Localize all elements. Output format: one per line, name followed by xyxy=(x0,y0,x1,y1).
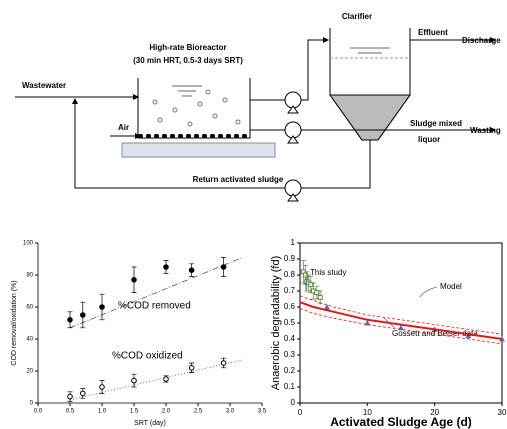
y-tick-label: 0 xyxy=(30,401,34,407)
pumps xyxy=(284,91,302,202)
plot-frame xyxy=(299,242,503,404)
x-tick-label: 2.0 xyxy=(162,409,171,415)
reactor-title: High-rate Bioreactor xyxy=(149,43,226,52)
y-tick-label: 0.7 xyxy=(284,286,296,295)
x-tick-label: 1.0 xyxy=(98,409,107,415)
sludge-label: liquor xyxy=(418,135,440,144)
y-tick-label: 0.8 xyxy=(284,270,296,279)
y-tick-label: 100 xyxy=(23,241,34,247)
x-tick-label: 0 xyxy=(298,408,303,417)
annotation: This study xyxy=(310,268,346,277)
y-tick-label: 1 xyxy=(291,238,296,247)
axes xyxy=(37,243,262,404)
x-axis-label: SRT (day) xyxy=(134,420,166,427)
wastewater-label: Wastewater xyxy=(22,81,66,90)
point xyxy=(220,264,227,270)
point xyxy=(67,317,73,323)
reactor-base xyxy=(121,142,276,158)
water-level xyxy=(172,85,202,97)
x-tick-label: 30 xyxy=(498,408,507,417)
return-line xyxy=(75,99,371,189)
point xyxy=(323,304,330,310)
wasting-label: Wasting xyxy=(470,126,501,135)
reactor-subtitle: (30 min HRT, 0.5-3 days SRT) xyxy=(133,56,243,65)
x-tick-label: 10 xyxy=(363,408,372,417)
bound-line xyxy=(299,295,503,335)
y-tick-label: 0.4 xyxy=(284,334,296,343)
annotation: %COD removed xyxy=(118,301,191,312)
x-tick-label: 2.5 xyxy=(194,409,203,415)
sludge-label: Sludge mixed xyxy=(410,119,462,128)
y-tick-label: 0 xyxy=(291,398,296,407)
y-tick-label: 40 xyxy=(26,337,33,343)
bound-line xyxy=(299,308,503,345)
point xyxy=(308,282,314,288)
point xyxy=(188,365,195,371)
y-tick-label: 0.3 xyxy=(284,350,296,359)
effluent-label: Effluent xyxy=(418,28,448,37)
point xyxy=(220,360,227,366)
trend-line xyxy=(69,257,243,329)
effluent-to-clarifier xyxy=(250,40,328,101)
point xyxy=(163,376,169,382)
point xyxy=(465,332,472,339)
point xyxy=(163,264,169,270)
y-tick-label: 0.9 xyxy=(284,254,296,263)
point xyxy=(314,290,320,296)
x-axis-label: Activated Sludge Age (d) xyxy=(330,415,472,429)
y-tick-label: 0.1 xyxy=(284,382,296,391)
annotation: Gossett and Belser data xyxy=(392,329,478,338)
y-tick-label: 60 xyxy=(26,305,33,311)
point xyxy=(99,304,105,310)
annotation: Model xyxy=(440,282,462,291)
y-tick-label: 0.6 xyxy=(284,302,296,311)
callout xyxy=(419,286,438,298)
trend-line xyxy=(69,359,243,401)
point xyxy=(67,393,73,400)
point xyxy=(317,294,323,300)
clarifier-sludge xyxy=(329,94,411,141)
chart: 0.0 0.5 1.0 1.5 2.0 2.5 3.0 3.5 0 20 40 60 80 100 SRT … xyxy=(11,241,267,427)
x-tick-label: 3.5 xyxy=(258,409,267,415)
point xyxy=(188,267,195,274)
x-tick-label: 3.0 xyxy=(226,409,235,415)
x-tick-label: 0.0 xyxy=(34,409,43,415)
clarifier-water xyxy=(350,47,390,54)
bubbles xyxy=(152,89,241,127)
clarifier-label: Clarifier xyxy=(342,12,372,21)
callout xyxy=(383,317,396,329)
x-tick-label: 1.5 xyxy=(130,409,139,415)
y-axis-label: Anaerobic degradability (fd) xyxy=(270,256,282,391)
air-label: Air xyxy=(118,123,129,132)
point xyxy=(131,277,137,283)
point xyxy=(131,377,137,384)
callout xyxy=(305,275,310,291)
annotation: %COD oxidized xyxy=(112,351,183,362)
point xyxy=(99,384,105,390)
y-tick-label: 0.2 xyxy=(284,366,296,375)
y-tick-label: 0.5 xyxy=(284,318,296,327)
reactor-tank xyxy=(137,78,251,139)
point xyxy=(80,390,86,397)
x-tick-label: 0.5 xyxy=(66,409,75,415)
model-line xyxy=(299,301,503,340)
y-axis-label: COD removal/oxidation (%) xyxy=(11,280,18,365)
chart: 0 10 20 30 0 0.1 0.2 0.3 0.4 0.5 0.6 0.7 0.8 0.9 1 Acti… xyxy=(270,238,507,429)
point xyxy=(80,312,86,318)
y-tick-label: 20 xyxy=(26,369,33,375)
y-tick-label: 80 xyxy=(26,273,33,279)
return-label: Return activated sludge xyxy=(193,175,284,184)
x-tick-label: 20 xyxy=(430,408,439,417)
discharge-label: Discharge xyxy=(462,36,501,45)
process-diagram xyxy=(15,28,495,202)
